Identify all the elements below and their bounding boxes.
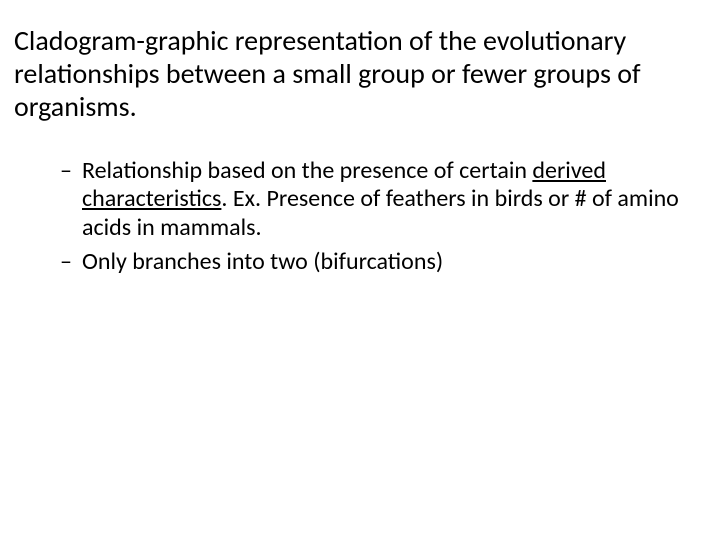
- bullet-list: Relationship based on the presence of ce…: [14, 157, 702, 276]
- bullet-text-pre: Only branches into two (bifurcations): [82, 247, 443, 276]
- slide-title: Cladogram-graphic representation of the …: [14, 24, 702, 123]
- slide: Cladogram-graphic representation of the …: [0, 0, 720, 540]
- list-item: Relationship based on the presence of ce…: [60, 157, 702, 242]
- bullet-text-pre: Relationship based on the presence of ce…: [82, 156, 532, 185]
- list-item: Only branches into two (bifurcations): [60, 248, 702, 276]
